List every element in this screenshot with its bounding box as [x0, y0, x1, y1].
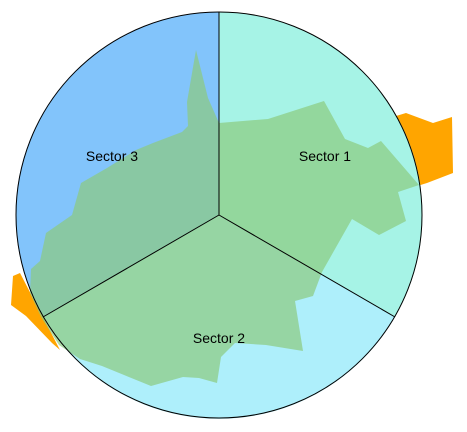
circle-outline — [15, 11, 423, 419]
divider-line-right — [218, 214, 396, 318]
sector-1-label: Sector 1 — [299, 148, 351, 164]
sector-2-label: Sector 2 — [193, 330, 245, 346]
divider-line-left — [42, 214, 220, 318]
sector-3-label: Sector 3 — [86, 148, 138, 164]
left-orange-tab — [11, 273, 60, 350]
